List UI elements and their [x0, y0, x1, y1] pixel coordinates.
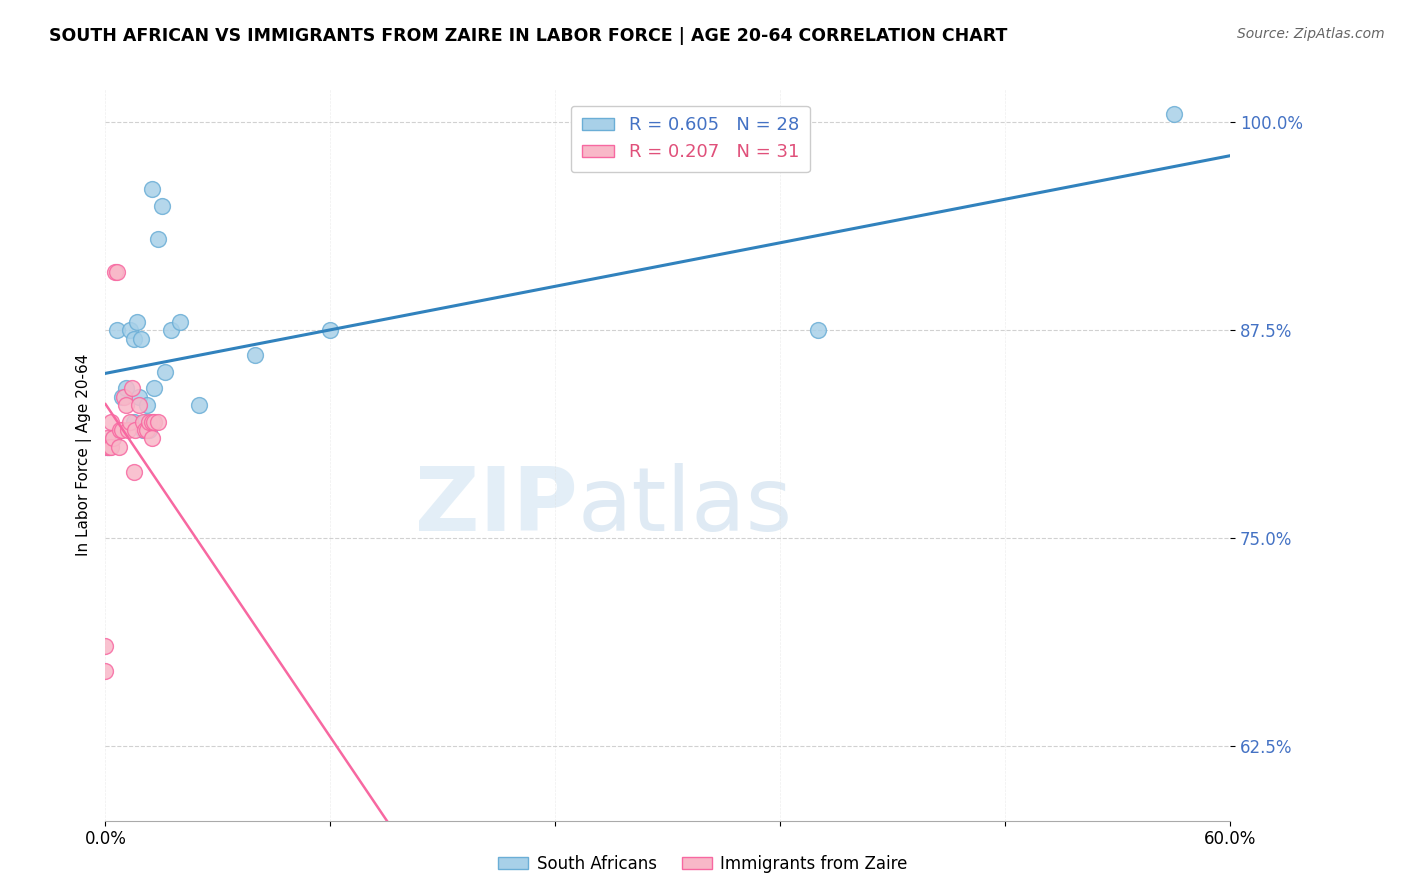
Point: [112, 390, 135, 404]
Text: atlas: atlas: [578, 463, 793, 549]
Point: [138, 415, 160, 429]
Point: [122, 465, 145, 479]
Point: [160, 323, 183, 337]
Point: [122, 332, 145, 346]
Point: [100, 440, 122, 454]
Point: [128, 390, 150, 404]
Point: [245, 348, 267, 362]
Point: [132, 415, 155, 429]
Point: [129, 332, 152, 346]
Text: Source: ZipAtlas.com: Source: ZipAtlas.com: [1237, 27, 1385, 41]
Point: [141, 182, 163, 196]
Point: [155, 365, 177, 379]
Point: [150, 198, 173, 212]
Point: [101, 431, 124, 445]
Y-axis label: In Labor Force | Age 20-64: In Labor Force | Age 20-64: [76, 354, 91, 556]
Point: [134, 415, 156, 429]
Point: [94, 639, 117, 653]
Point: [105, 265, 128, 279]
Point: [135, 398, 157, 412]
Point: [143, 381, 166, 395]
Point: [100, 415, 122, 429]
Point: [135, 423, 157, 437]
Text: ZIP: ZIP: [415, 463, 578, 549]
Legend: R = 0.605   N = 28, R = 0.207   N = 31: R = 0.605 N = 28, R = 0.207 N = 31: [571, 105, 810, 172]
Point: [111, 390, 134, 404]
Point: [96, 440, 118, 454]
Point: [115, 398, 138, 412]
Point: [101, 431, 124, 445]
Point: [132, 423, 155, 437]
Point: [169, 315, 191, 329]
Legend: South Africans, Immigrants from Zaire: South Africans, Immigrants from Zaire: [492, 848, 914, 880]
Point: [98, 440, 121, 454]
Point: [188, 398, 211, 412]
Point: [143, 415, 166, 429]
Point: [104, 265, 127, 279]
Point: [141, 415, 163, 429]
Point: [450, 888, 472, 892]
Point: [115, 381, 138, 395]
Point: [134, 423, 156, 437]
Point: [118, 415, 141, 429]
Point: [146, 415, 169, 429]
Point: [110, 423, 132, 437]
Point: [319, 888, 342, 892]
Point: [94, 664, 117, 678]
Point: [127, 315, 149, 329]
Point: [98, 440, 121, 454]
Text: SOUTH AFRICAN VS IMMIGRANTS FROM ZAIRE IN LABOR FORCE | AGE 20-64 CORRELATION CH: SOUTH AFRICAN VS IMMIGRANTS FROM ZAIRE I…: [49, 27, 1008, 45]
Point: [107, 440, 129, 454]
Point: [117, 423, 139, 437]
Point: [128, 398, 150, 412]
Point: [141, 431, 163, 445]
Point: [1163, 107, 1185, 121]
Point: [319, 323, 342, 337]
Point: [122, 415, 145, 429]
Point: [124, 423, 146, 437]
Point: [146, 232, 169, 246]
Point: [111, 423, 134, 437]
Point: [118, 323, 141, 337]
Point: [105, 323, 128, 337]
Point: [121, 381, 143, 395]
Point: [807, 323, 830, 337]
Point: [138, 423, 160, 437]
Point: [96, 440, 118, 454]
Point: [96, 431, 118, 445]
